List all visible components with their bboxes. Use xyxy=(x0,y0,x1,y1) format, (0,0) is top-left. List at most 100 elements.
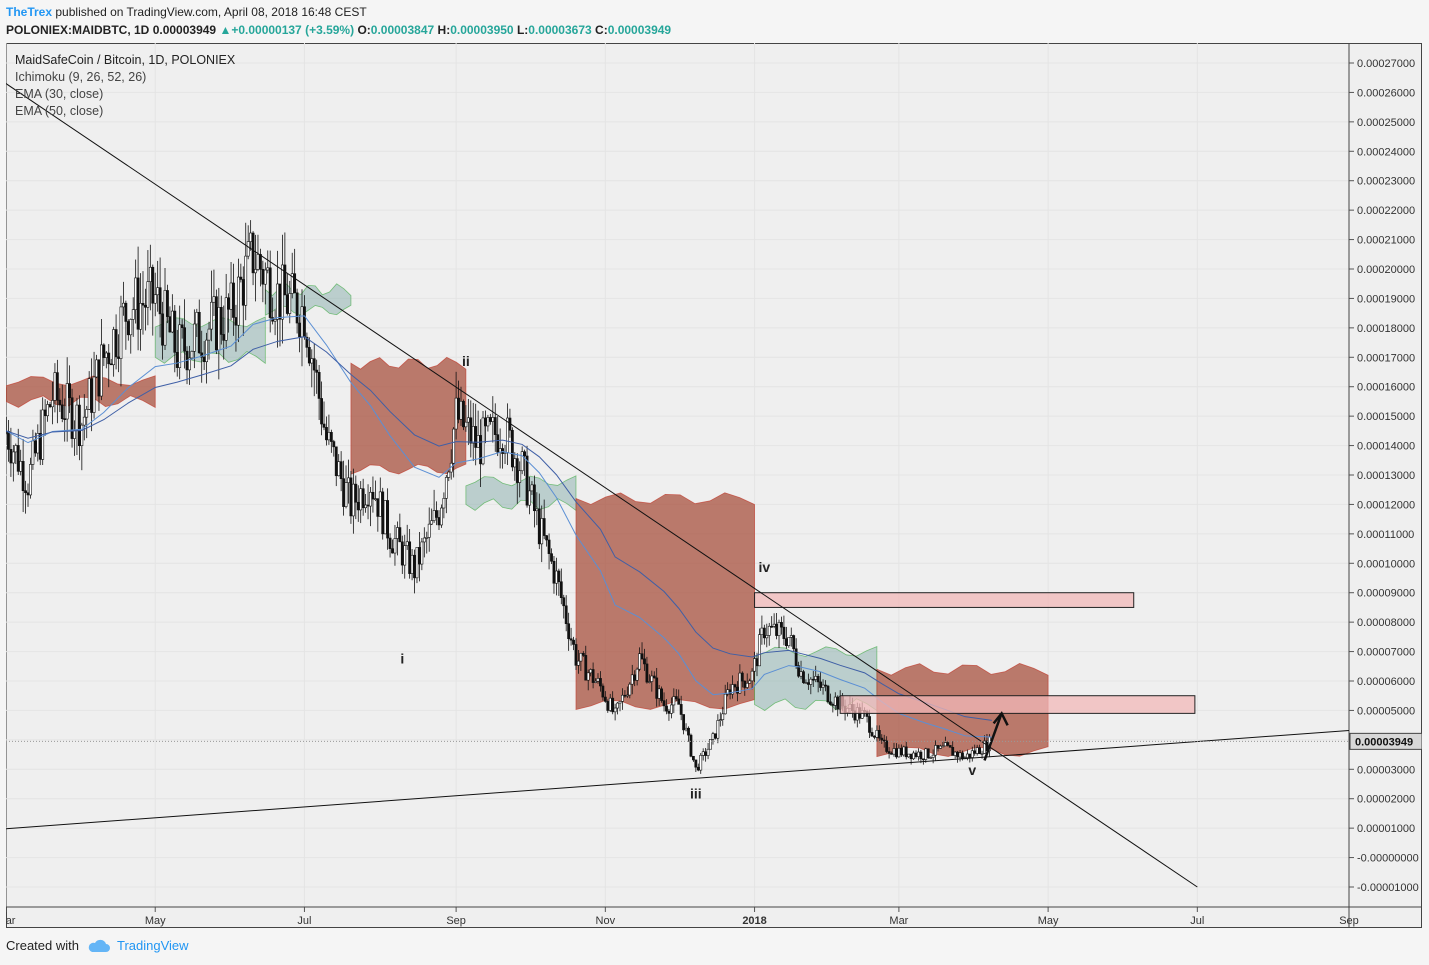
cloud-logo-icon xyxy=(88,939,110,952)
candle-body xyxy=(711,733,715,740)
y-tick-label: 0.00017000 xyxy=(1357,352,1415,364)
legend-ema-30[interactable]: EMA (30, close) xyxy=(15,87,104,101)
candle-body xyxy=(55,372,59,401)
candle-body xyxy=(731,684,734,695)
y-tick-label: 0.00022000 xyxy=(1357,205,1415,217)
candle-body xyxy=(212,296,216,303)
candle-body xyxy=(383,500,387,535)
candle-body xyxy=(904,746,908,758)
candle-body xyxy=(131,309,135,320)
candle-body xyxy=(9,449,13,464)
candle-body xyxy=(733,684,737,688)
candle-body xyxy=(285,294,289,314)
candle-body xyxy=(315,369,319,373)
candle-body xyxy=(188,357,191,371)
y-tick-label: 0.00016000 xyxy=(1357,382,1415,394)
candle-body xyxy=(26,492,30,496)
candle-body xyxy=(459,400,463,420)
candle-body xyxy=(828,701,832,705)
candle-body xyxy=(444,477,448,499)
candle-body xyxy=(400,541,404,566)
candle-body xyxy=(513,458,517,468)
candle-body xyxy=(418,547,421,565)
tradingview-link[interactable]: TradingView xyxy=(87,938,189,953)
y-tick-label: 0.00025000 xyxy=(1357,117,1415,129)
candle-body xyxy=(545,535,549,541)
candle-body xyxy=(305,336,309,348)
candle-body xyxy=(251,232,255,274)
candle-body xyxy=(506,417,509,453)
candle-body xyxy=(466,417,470,423)
candle-body xyxy=(496,434,500,453)
legend-ichimoku[interactable]: Ichimoku (9, 26, 52, 26) xyxy=(15,70,147,84)
candle-body xyxy=(11,451,15,464)
candle-body xyxy=(819,681,823,688)
candle-body xyxy=(415,547,419,579)
candle-body xyxy=(770,625,774,628)
candle-body xyxy=(354,483,358,503)
candle-body xyxy=(320,398,323,425)
candle-body xyxy=(156,287,160,296)
candle-body xyxy=(471,426,475,444)
candle-body xyxy=(787,637,791,647)
y-tick-label: 0.00023000 xyxy=(1357,176,1415,188)
candle-body xyxy=(210,301,213,330)
candle-body xyxy=(599,678,602,687)
candle-body xyxy=(435,510,438,518)
candle-body xyxy=(437,517,441,526)
candle-body xyxy=(581,652,585,656)
candle-body xyxy=(584,655,588,681)
candle-body xyxy=(469,417,473,444)
ichimoku-cloud-bull xyxy=(465,475,577,512)
candle-body xyxy=(388,537,392,549)
candle-body xyxy=(337,461,341,477)
y-tick-label: 0.00002000 xyxy=(1357,794,1415,806)
candle-body xyxy=(63,418,67,420)
candle-body xyxy=(650,675,654,682)
legend-ema-50[interactable]: EMA (50, close) xyxy=(15,104,104,118)
y-tick-label: 0.00006000 xyxy=(1357,676,1415,688)
author-link[interactable]: TheTrex xyxy=(6,5,53,19)
candle-body xyxy=(425,537,429,539)
candle-body xyxy=(180,324,184,328)
candle-body xyxy=(420,541,424,565)
candle-body xyxy=(440,507,443,526)
candle-body xyxy=(638,653,641,670)
candle-body xyxy=(378,491,382,517)
candle-body xyxy=(87,378,91,410)
candle-body xyxy=(740,672,744,682)
candle-body xyxy=(200,352,204,358)
wave-label-iv: iv xyxy=(758,559,770,575)
candle-body xyxy=(601,685,605,698)
candle-body xyxy=(520,451,524,472)
candle-body xyxy=(430,520,434,525)
candle-body xyxy=(701,751,705,756)
candle-body xyxy=(721,713,725,720)
price-change: +0.00000137 (+3.59%) xyxy=(231,23,355,37)
ichimoku-cloud-bear xyxy=(350,356,467,475)
candle-body xyxy=(660,688,663,701)
candle-body xyxy=(312,358,316,371)
candle-body xyxy=(158,287,162,315)
candle-body xyxy=(166,290,169,317)
candle-body xyxy=(652,675,656,679)
candle-body xyxy=(596,678,600,682)
candle-body xyxy=(836,696,840,710)
candle-body xyxy=(723,693,727,715)
candle-body xyxy=(961,752,964,760)
low-label: L: xyxy=(516,23,529,37)
price-chart[interactable]: 0.00027000 0.00026000 0.00025000 0.00024000… xyxy=(6,43,1422,928)
candle-body xyxy=(332,441,336,448)
candle-body xyxy=(917,751,920,757)
candle-body xyxy=(540,518,544,545)
candle-body xyxy=(491,417,495,422)
candle-body xyxy=(224,297,228,341)
target-arrow-head xyxy=(992,711,1009,726)
candle-body xyxy=(799,671,803,677)
y-tick-label: 0.00026000 xyxy=(1357,87,1415,99)
candle-body xyxy=(288,293,292,314)
candle-body xyxy=(153,294,157,304)
candle-body xyxy=(366,504,370,507)
candle-body xyxy=(43,409,47,417)
open-label: O: xyxy=(357,23,371,37)
